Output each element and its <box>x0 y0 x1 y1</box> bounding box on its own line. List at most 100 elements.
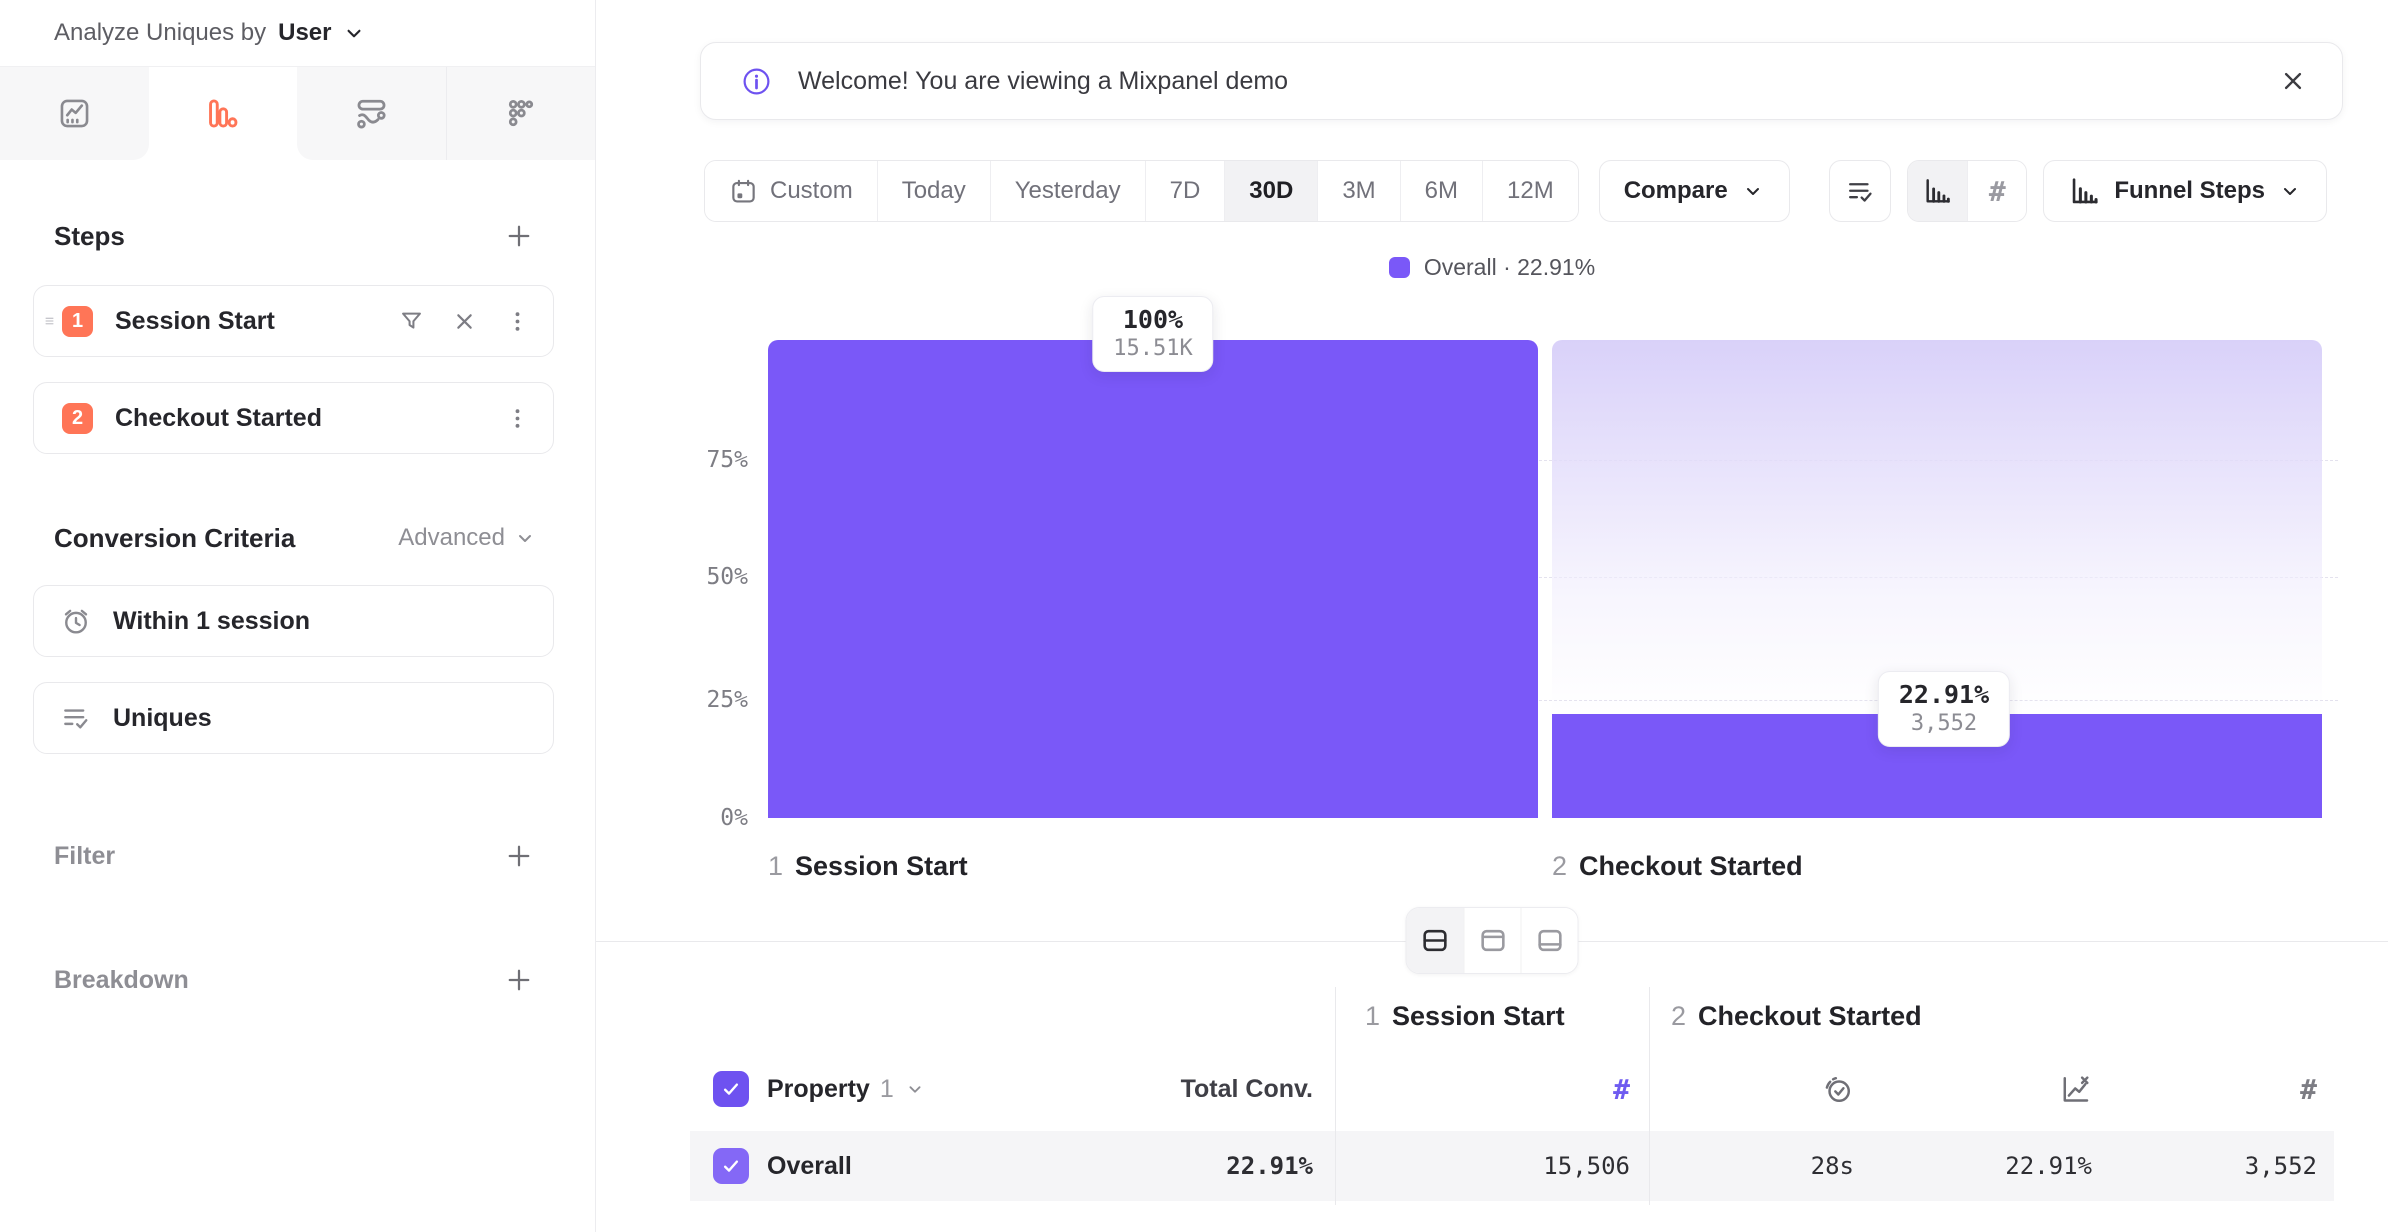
advanced-label: Advanced <box>398 524 505 551</box>
split-top-icon <box>1477 925 1508 956</box>
check-icon <box>720 1155 742 1177</box>
info-icon <box>741 66 772 97</box>
chevron-down-icon <box>341 20 367 46</box>
kebab-menu-icon <box>504 308 531 335</box>
hash-icon: # <box>1988 174 2006 208</box>
bars-view-button[interactable] <box>1908 161 1968 221</box>
select-all-checkbox[interactable] <box>713 1071 749 1107</box>
add-filter-button[interactable] <box>501 838 537 874</box>
step-event-name: Session Start <box>115 306 275 335</box>
filter-step-button[interactable] <box>398 308 425 335</box>
filter-title: Filter <box>54 841 116 870</box>
step-name: Checkout Started <box>1698 1000 1922 1031</box>
table-row-overall[interactable]: Overall 22.91% 15,506 28s 22.91% 3,552 <box>690 1131 2334 1201</box>
chevron-down-icon <box>2278 179 2302 203</box>
y-axis-tick: 0% <box>720 805 748 831</box>
analyze-entity-dropdown[interactable]: User <box>278 19 366 47</box>
add-step-button[interactable] <box>501 218 537 254</box>
report-type-tabs <box>0 66 595 160</box>
range-today[interactable]: Today <box>876 161 990 221</box>
row-checkbox[interactable] <box>713 1148 749 1184</box>
chevron-down-icon <box>904 1078 926 1100</box>
bar-count: 15.51K <box>1113 336 1193 361</box>
split-half-icon <box>1420 925 1451 956</box>
remove-step-button[interactable] <box>451 308 478 335</box>
y-axis-tick: 50% <box>706 564 748 590</box>
avg-time-cell: 28s <box>1649 1152 1871 1180</box>
compare-button[interactable]: Compare <box>1598 160 1790 222</box>
banner-close-button[interactable] <box>2278 66 2308 96</box>
column-divider <box>1649 987 1650 1205</box>
kebab-menu-icon <box>504 405 531 432</box>
range-label: 30D <box>1249 177 1294 204</box>
step-number-badge: 1 <box>62 305 93 337</box>
plus-icon <box>504 965 534 995</box>
step-actions <box>398 308 531 335</box>
step-menu-button[interactable] <box>504 405 531 432</box>
conversion-window-card[interactable]: Within 1 session <box>33 585 554 657</box>
counting-options-button[interactable] <box>1829 160 1892 222</box>
counting-method-card[interactable]: Uniques <box>33 682 554 754</box>
step1-count-header-cell: # <box>1335 1073 1649 1106</box>
step-card-session-start[interactable]: 1 Session Start <box>33 285 554 357</box>
funnel-steps-dropdown[interactable]: Funnel Steps <box>2043 160 2327 222</box>
hash-icon: # <box>2300 1072 2317 1106</box>
step-actions <box>504 405 531 432</box>
add-breakdown-button[interactable] <box>501 962 537 998</box>
chart-focus-layout-button[interactable] <box>1463 908 1521 973</box>
tab-retention[interactable] <box>445 67 595 160</box>
table-focus-layout-button[interactable] <box>1520 908 1578 973</box>
range-6m[interactable]: 6M <box>1399 161 1482 221</box>
calendar-icon <box>729 177 758 206</box>
tab-insights[interactable] <box>0 67 149 160</box>
row-label-cell: Overall 22.91% <box>690 1148 1335 1184</box>
range-30d[interactable]: 30D <box>1224 161 1318 221</box>
property-label: Property <box>767 1074 870 1103</box>
view-controls: # Funnel Steps <box>1829 160 2327 222</box>
step-menu-button[interactable] <box>504 308 531 335</box>
steps-title: Steps <box>54 220 125 251</box>
plus-icon <box>504 841 534 871</box>
tab-funnels[interactable] <box>148 67 297 160</box>
property-dropdown[interactable]: Property 1 <box>767 1075 926 1104</box>
range-7d[interactable]: 7D <box>1144 161 1225 221</box>
conversion-rate-cell: 22.91% <box>1871 1152 2109 1180</box>
numbers-view-button[interactable]: # <box>1967 161 2027 221</box>
range-yesterday[interactable]: Yesterday <box>989 161 1145 221</box>
chart-legend-item[interactable]: Overall · 22.91% <box>596 254 2388 281</box>
filter-section: Filter <box>54 836 537 876</box>
list-check-icon <box>1845 176 1876 207</box>
bar-chart-icon <box>2068 175 2101 208</box>
property-header-cell: Property 1 Total Conv. <box>690 1071 1335 1107</box>
welcome-banner: Welcome! You are viewing a Mixpanel demo <box>700 42 2343 120</box>
conversion-criteria-header: Conversion Criteria Advanced <box>54 518 537 558</box>
analyze-entity-value: User <box>278 19 332 46</box>
tab-flows[interactable] <box>297 67 446 160</box>
step-event-name: Checkout Started <box>115 403 322 432</box>
drag-handle-icon[interactable] <box>42 312 62 330</box>
bar-session-start[interactable] <box>768 340 1538 818</box>
steps-section-header: Steps <box>54 216 537 256</box>
bar-checkout-started-previous-region[interactable] <box>1552 340 2322 714</box>
step2-count-cell: 3,552 <box>2109 1152 2334 1180</box>
range-3m[interactable]: 3M <box>1317 161 1400 221</box>
advanced-dropdown[interactable]: Advanced <box>398 524 537 552</box>
table-column-header-row: Property 1 Total Conv. # # <box>690 1047 2334 1131</box>
bar-percent: 22.91% <box>1898 680 1990 709</box>
range-label: Yesterday <box>1014 177 1121 204</box>
range-label: 7D <box>1169 177 1201 204</box>
range-12m[interactable]: 12M <box>1482 161 1578 221</box>
step-name: Session Start <box>795 851 968 881</box>
y-axis-tick: 25% <box>706 687 748 713</box>
step-card-checkout-started[interactable]: 2 Checkout Started <box>33 382 554 454</box>
x-axis-label-session-start: 1 Session Start <box>768 851 968 882</box>
chart-rate-icon <box>2059 1073 2092 1106</box>
range-custom[interactable]: Custom <box>705 161 877 221</box>
range-label: 6M <box>1424 177 1458 204</box>
range-label: 3M <box>1342 177 1376 204</box>
split-half-layout-button[interactable] <box>1406 908 1464 973</box>
banner-message: Welcome! You are viewing a Mixpanel demo <box>798 66 1289 95</box>
hash-icon: # <box>1613 1072 1630 1106</box>
avg-time-value: 28s <box>1810 1152 1854 1180</box>
compare-label: Compare <box>1623 177 1728 204</box>
